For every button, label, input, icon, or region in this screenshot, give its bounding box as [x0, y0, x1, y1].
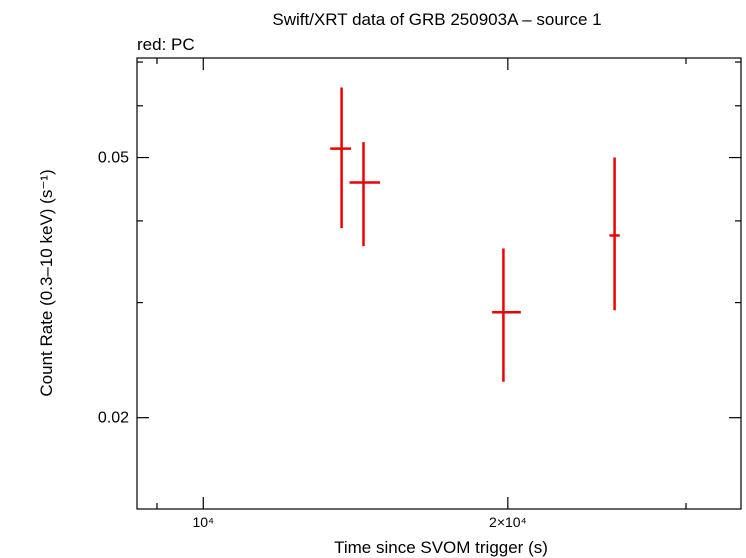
data-point	[330, 87, 352, 229]
x-tick-label: 2×10⁴	[489, 514, 527, 530]
tick-labels: 10⁴ 2×10⁴ 0.05 0.02	[98, 150, 527, 530]
y-axis-label: Count Rate (0.3–10 keV) (s⁻¹)	[37, 169, 56, 396]
x-tick-label: 10⁴	[192, 514, 214, 530]
plot-frame	[136, 57, 742, 510]
axis-ticks	[137, 58, 741, 509]
x-axis-label: Time since SVOM trigger (s)	[334, 538, 548, 557]
data-point	[492, 248, 521, 382]
y-tick-label: 0.02	[98, 410, 129, 427]
chart-subtitle: red: PC	[137, 35, 195, 54]
y-tick-label: 0.05	[98, 150, 129, 167]
data-point	[609, 157, 620, 311]
data-point	[349, 142, 380, 247]
chart-title: Swift/XRT data of GRB 250903A – source 1	[272, 10, 601, 29]
data-points	[330, 87, 620, 382]
